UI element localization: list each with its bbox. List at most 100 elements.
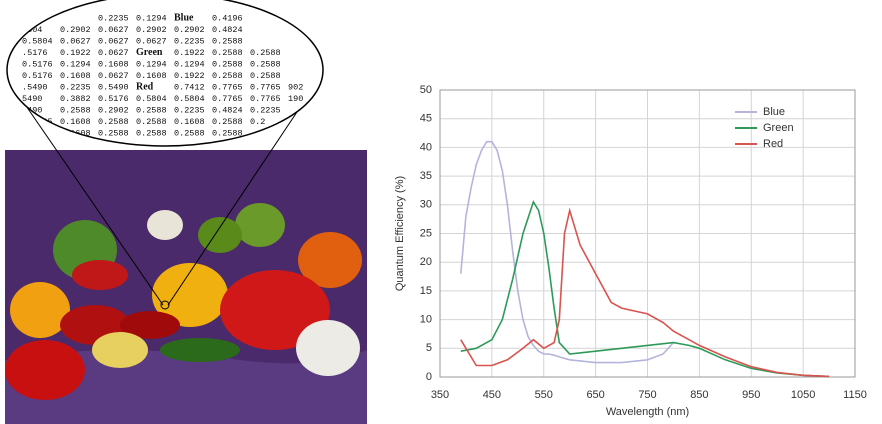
table-cell: 0.2588 (250, 59, 281, 69)
table-cell: 0.5176 (98, 94, 129, 104)
x-tick-label: 650 (586, 389, 604, 401)
table-cell: 0.2588 (212, 71, 243, 81)
table-cell: 0.1294 (136, 13, 167, 23)
table-cell: 0.1922 (60, 48, 91, 58)
table-cell: 0.2235 (98, 13, 129, 23)
table-cell: 1490 (22, 105, 42, 115)
table-cell: 0.2902 (98, 105, 129, 115)
table-cell: 0.5176 (22, 71, 53, 81)
legend-label: Green (763, 122, 794, 134)
table-cell: 0.2588 (250, 48, 281, 58)
table-cell: 0.1608 (136, 71, 167, 81)
table-cell: 5804 (22, 25, 42, 35)
table-cell: .5176 (22, 48, 48, 58)
table-cell: 0.1294 (60, 59, 91, 69)
table-cell: 0.5490 (98, 82, 129, 92)
table-cell: 0.1608 (98, 59, 129, 69)
table-cell: 0.4824 (212, 105, 243, 115)
y-tick-label: 15 (420, 285, 432, 297)
table-cell: 902 (288, 82, 303, 92)
table-cell: 0.2588 (136, 117, 167, 127)
table-cell: 2588 (22, 128, 42, 138)
table-label: Green (136, 47, 163, 58)
x-tick-label: 750 (638, 389, 656, 401)
series-line (461, 202, 829, 377)
table-cell: 0.7765 (250, 82, 281, 92)
table-cell: 0.7765 (212, 94, 243, 104)
y-tick-label: 35 (420, 170, 432, 182)
y-tick-label: 10 (420, 314, 432, 326)
x-tick-label: 350 (431, 389, 449, 401)
table-cell: 0.7765 (212, 82, 243, 92)
table-cell: 0.4824 (212, 25, 243, 35)
y-tick-label: 20 (420, 256, 432, 268)
table-cell: 0.2588 (136, 128, 167, 138)
x-tick-label: 550 (535, 389, 553, 401)
y-tick-label: 0 (426, 371, 432, 383)
table-cell: 0.2235 (174, 105, 205, 115)
table-cell: 0.2588 (212, 36, 243, 46)
y-tick-label: 50 (420, 84, 432, 96)
table-cell: 0.1294 (136, 59, 167, 69)
table-cell: .5490 (22, 82, 48, 92)
pepper-photo (5, 150, 367, 424)
table-cell: 0.1608 (60, 71, 91, 81)
legend-label: Blue (763, 106, 785, 118)
table-cell: 0.1922 (174, 48, 205, 58)
table-cell: 0.2235 (174, 36, 205, 46)
table-label: Blue (174, 12, 194, 23)
table-cell: 0.2588 (136, 105, 167, 115)
table-cell: 0.2902 (174, 25, 205, 35)
table-cell: 0.1294 (174, 59, 205, 69)
table-cell: 0.4196 (212, 13, 243, 23)
table-cell: 0.0627 (98, 71, 129, 81)
table-cell: 0.0627 (98, 48, 129, 58)
legend-label: Red (763, 138, 783, 150)
y-tick-label: 5 (426, 342, 432, 354)
table-cell: 0.2902 (60, 25, 91, 35)
table-cell: 0.1608 (60, 117, 91, 127)
table-cell: 0.2588 (212, 117, 243, 127)
table-cell: 0.2 (250, 117, 265, 127)
table-cell: 0.0627 (98, 25, 129, 35)
table-cell: 0.0627 (60, 36, 91, 46)
table-cell: 0.2588 (174, 128, 205, 138)
table-cell: 5490 (22, 94, 42, 104)
table-label: Red (136, 81, 154, 92)
table-cell: 0.1608 (174, 117, 205, 127)
x-tick-label: 1150 (843, 389, 867, 401)
figure: 0.22350.1294Blue0.419658040.29020.06270.… (0, 0, 882, 424)
y-tick-label: 45 (420, 113, 432, 125)
series-line (461, 142, 674, 363)
table-cell: 0.7765 (250, 94, 281, 104)
y-tick-label: 40 (420, 141, 432, 153)
table-cell: 0.7412 (174, 82, 205, 92)
table-cell: 0.2902 (136, 25, 167, 35)
y-tick-label: 25 (420, 227, 432, 239)
table-cell: 0.5804 (22, 36, 53, 46)
table-cell: 0.2588 (98, 117, 129, 127)
x-axis-title: Wavelength (nm) (606, 406, 689, 418)
table-cell: 0.2588 (212, 59, 243, 69)
table-cell: 0.5804 (174, 94, 205, 104)
table-cell: 190 (288, 94, 303, 104)
table-cell: 0.0627 (98, 36, 129, 46)
table-cell: 0.2588 (212, 128, 243, 138)
table-cell: 0.2588 (98, 128, 129, 138)
table-cell: 0.5804 (136, 94, 167, 104)
x-tick-label: 850 (690, 389, 708, 401)
table-cell: 0.2588 (250, 71, 281, 81)
table-cell: 0.5176 (22, 59, 53, 69)
table-cell: 0.1922 (174, 71, 205, 81)
table-cell: 0.2235 (250, 105, 281, 115)
table-cell: 0.0627 (136, 36, 167, 46)
series-line (461, 211, 829, 377)
x-tick-label: 450 (483, 389, 501, 401)
page: 0.22350.1294Blue0.419658040.29020.06270.… (0, 0, 882, 424)
table-cell: 0.2235 (60, 82, 91, 92)
x-tick-label: 950 (742, 389, 760, 401)
table-cell: 0.3882 (60, 94, 91, 104)
x-tick-label: 1050 (791, 389, 815, 401)
table-cell: 0.2588 (60, 105, 91, 115)
